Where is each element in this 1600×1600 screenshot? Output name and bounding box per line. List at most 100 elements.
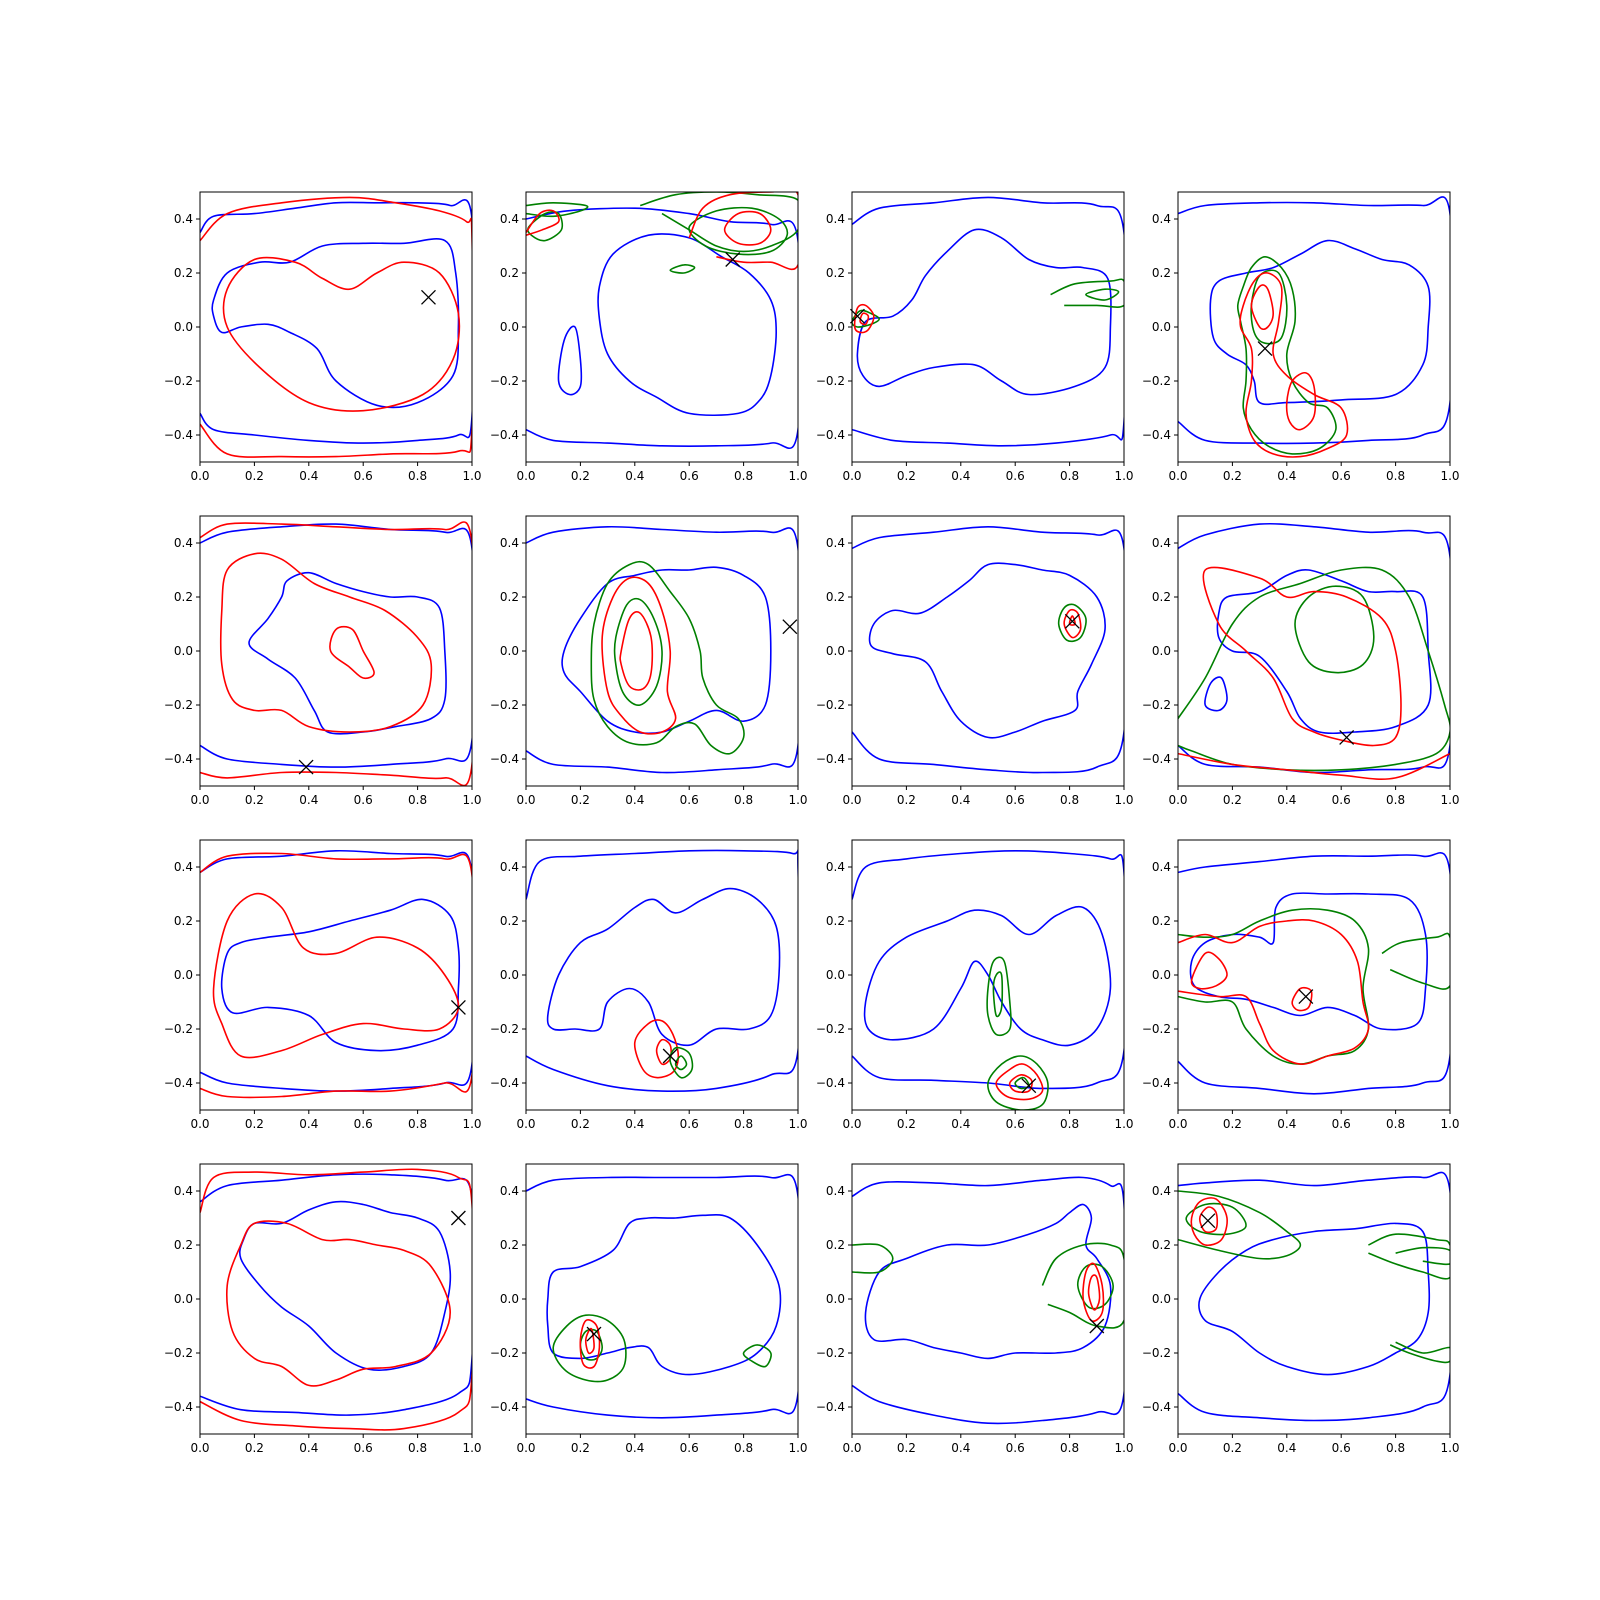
y-tick-label: 0.2 <box>1152 914 1171 928</box>
x-tick-label: 0.8 <box>1060 793 1079 807</box>
axes-frame <box>1177 191 1451 463</box>
x-tick-label: 0.4 <box>1277 1117 1296 1131</box>
green-contour-line <box>669 264 696 274</box>
y-tick-label: 0.2 <box>174 1238 193 1252</box>
y-tick-label: −0.2 <box>1142 1346 1171 1360</box>
x-tick-label: 0.8 <box>734 793 753 807</box>
y-tick-label: 0.2 <box>1152 590 1171 604</box>
x-tick-label: 0.0 <box>516 1117 535 1131</box>
blue-contour-line <box>561 566 772 735</box>
axes-frame <box>851 515 1125 787</box>
y-tick-label: 0.0 <box>500 1292 519 1306</box>
x-tick-label: 0.2 <box>571 469 590 483</box>
x-tick-label: 0.8 <box>1060 1117 1079 1131</box>
red-contour-line <box>1250 284 1274 331</box>
x-tick-label: 0.2 <box>571 1117 590 1131</box>
x-tick-label: 0.8 <box>1386 1117 1405 1131</box>
y-tick-label: −0.4 <box>816 1076 845 1090</box>
y-tick-label: −0.4 <box>490 1400 519 1414</box>
y-tick-label: −0.4 <box>490 1076 519 1090</box>
x-marker <box>782 619 798 635</box>
x-tick-label: 1.0 <box>1440 1117 1459 1131</box>
subplot-15: 0.0 0.2 0.4 0.6 0.8 1.0 −0.4 −0.2 0.0 0.2 0.4 <box>816 1163 1134 1455</box>
x-tick-label: 0.0 <box>1168 1117 1187 1131</box>
x-tick-label: 0.8 <box>1060 1441 1079 1455</box>
y-tick-label: 0.0 <box>826 968 845 982</box>
red-contour-line <box>688 192 798 271</box>
red-contour-line <box>579 1319 601 1369</box>
x-tick-label: 0.6 <box>680 793 699 807</box>
green-contour-line <box>688 206 789 256</box>
green-contour-line <box>579 1328 603 1361</box>
x-tick-label: 1.0 <box>1114 1117 1133 1131</box>
x-tick-label: 0.6 <box>354 1117 373 1131</box>
green-contour-line <box>1395 1246 1450 1266</box>
red-contour-line <box>1190 1197 1228 1247</box>
blue-contour-line <box>211 238 460 409</box>
x-tick-label: 0.0 <box>1168 469 1187 483</box>
y-tick-label: −0.2 <box>816 374 845 388</box>
y-tick-label: 0.0 <box>1152 644 1171 658</box>
x-tick-label: 0.8 <box>408 793 427 807</box>
x-tick-label: 1.0 <box>462 1117 481 1131</box>
x-tick-label: 0.4 <box>299 793 318 807</box>
y-tick-label: 0.0 <box>1152 1292 1171 1306</box>
x-tick-label: 0.4 <box>1277 1441 1296 1455</box>
y-tick-label: 0.2 <box>174 590 193 604</box>
blue-contour-line <box>200 1173 472 1416</box>
x-tick-label: 0.4 <box>625 469 644 483</box>
green-contour-line <box>1236 256 1337 455</box>
x-marker <box>1089 1318 1105 1334</box>
x-tick-label: 0.4 <box>625 793 644 807</box>
x-tick-label: 0.0 <box>1168 793 1187 807</box>
red-contour-line <box>1291 986 1313 1012</box>
y-tick-label: −0.2 <box>164 374 193 388</box>
y-tick-label: −0.2 <box>490 698 519 712</box>
y-tick-label: 0.2 <box>1152 1238 1171 1252</box>
y-tick-label: −0.2 <box>816 1022 845 1036</box>
green-contour-line <box>1178 908 1370 1065</box>
x-marker <box>1064 613 1080 629</box>
y-tick-label: 0.2 <box>500 1238 519 1252</box>
subplot-13: 0.0 0.2 0.4 0.6 0.8 1.0 −0.4 −0.2 0.0 0.2 0.4 <box>164 1163 482 1455</box>
x-tick-label: 0.4 <box>951 1441 970 1455</box>
green-contour-line <box>674 1055 688 1071</box>
x-marker <box>298 759 314 775</box>
x-tick-label: 1.0 <box>1440 793 1459 807</box>
blue-contour-line <box>1216 569 1432 735</box>
x-tick-label: 0.0 <box>842 1441 861 1455</box>
x-tick-label: 0.8 <box>734 1117 753 1131</box>
x-tick-label: 0.6 <box>1006 469 1025 483</box>
y-tick-label: −0.4 <box>164 428 193 442</box>
x-tick-label: 0.0 <box>190 469 209 483</box>
axes-frame <box>1177 839 1451 1111</box>
y-tick-label: −0.2 <box>490 1346 519 1360</box>
plot-area <box>852 526 1124 774</box>
green-contour-line <box>986 956 1012 1037</box>
plot-area <box>526 525 798 774</box>
x-tick-label: 0.0 <box>190 1441 209 1455</box>
x-tick-label: 1.0 <box>788 1441 807 1455</box>
x-tick-label: 0.4 <box>1277 793 1296 807</box>
green-contour-line <box>1178 1190 1302 1260</box>
green-contour-line <box>1389 1341 1450 1364</box>
axes-frame <box>525 191 799 463</box>
green-contour-line <box>992 971 1004 1018</box>
green-contour-line <box>742 1344 772 1368</box>
x-tick-label: 0.2 <box>1223 793 1242 807</box>
red-contour-line <box>1190 951 1228 990</box>
blue-contour-line <box>1204 676 1228 712</box>
x-tick-label: 0.2 <box>571 793 590 807</box>
plot-area <box>1178 1171 1450 1422</box>
y-tick-label: 0.2 <box>500 590 519 604</box>
subplot-4: 0.0 0.2 0.4 0.6 0.8 1.0 −0.4 −0.2 0.0 0.2 0.4 <box>1142 191 1460 483</box>
y-tick-label: 0.4 <box>500 1184 519 1198</box>
x-tick-label: 1.0 <box>462 793 481 807</box>
x-marker <box>421 289 436 305</box>
plot-area <box>200 1168 472 1431</box>
subplot-11: 0.0 0.2 0.4 0.6 0.8 1.0 −0.4 −0.2 0.0 0.2 0.4 <box>816 839 1134 1131</box>
x-marker <box>725 252 741 267</box>
blue-contour-line <box>526 1173 798 1419</box>
x-tick-label: 0.4 <box>951 469 970 483</box>
x-tick-label: 0.4 <box>951 1117 970 1131</box>
